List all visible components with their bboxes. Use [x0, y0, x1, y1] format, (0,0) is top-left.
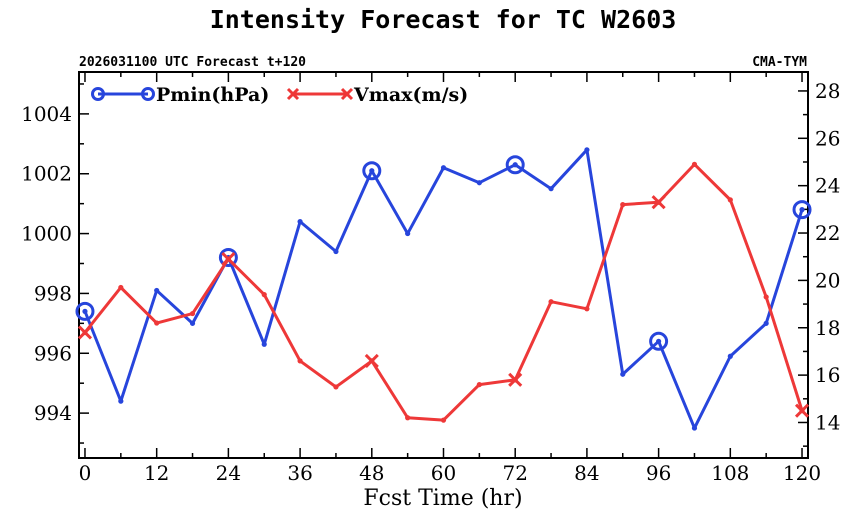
- y-left-tick-label: 994: [34, 401, 72, 425]
- pmin-data-point: [763, 320, 769, 326]
- y-left-tick-label: 1002: [21, 162, 72, 186]
- y-right-tick-label: 22: [815, 221, 840, 245]
- pmin-data-point: [405, 230, 411, 237]
- vmax-data-point: [584, 306, 590, 312]
- plot-area: 0 12 24 36 48 60 72 84 96 108 120 994 996 998 1000 1002…: [21, 71, 840, 485]
- y-left-tick-label: 1000: [21, 222, 72, 246]
- y-left-tick-label: 996: [34, 341, 72, 365]
- y-right-tick-label: 14: [815, 410, 840, 434]
- pmin-data-point: [691, 425, 698, 431]
- x-tick-label: 0: [79, 461, 92, 485]
- pmin-data-point: [476, 180, 482, 186]
- pmin-data-point: [656, 338, 662, 344]
- vmax-x-marker: [651, 195, 666, 210]
- pmin-circle-marker: [649, 331, 669, 351]
- vmax-data-point: [691, 161, 698, 167]
- vmax-data-point: [405, 415, 411, 421]
- x-tick-label: 12: [144, 461, 169, 485]
- pmin-circle-marker: [218, 248, 238, 268]
- legend-pmin-circle-icon: [91, 87, 105, 101]
- vmax-data-point: [189, 310, 196, 317]
- pmin-series-line: [83, 148, 804, 430]
- y-left-tick-label: 998: [34, 281, 72, 305]
- vmax-data-point: [261, 292, 267, 298]
- x-tick-label: 72: [502, 461, 527, 485]
- x-tick-label: 96: [646, 461, 671, 485]
- pmin-data-point: [333, 248, 339, 255]
- vmax-data-point: [476, 381, 482, 388]
- pmin-circle-marker: [792, 200, 812, 220]
- pmin-data-point: [620, 371, 626, 377]
- vmax-x-marker: [77, 325, 93, 340]
- pmin-data-point: [118, 398, 124, 404]
- x-tick-label: 108: [711, 461, 749, 485]
- chart-title: Intensity Forecast for TC W2603: [210, 5, 677, 34]
- vmax-x-marker: [221, 252, 236, 267]
- pmin-data-point: [727, 353, 733, 359]
- pmin-data-point: [189, 320, 196, 326]
- vmax-data-point: [620, 202, 626, 208]
- vmax-data-point: [333, 384, 339, 390]
- pmin-data-point: [584, 147, 590, 153]
- pmin-data-point: [154, 287, 160, 294]
- x-tick-label: 24: [216, 461, 241, 485]
- pmin-circle-marker: [362, 161, 382, 181]
- y-right-tick-label: 28: [815, 79, 840, 103]
- legend-vmax-x-icon: [286, 87, 300, 101]
- pmin-data-point: [512, 162, 518, 168]
- x-tick-label: 36: [287, 461, 312, 485]
- pmin-data-point: [82, 308, 88, 314]
- legend-pmin-circle-icon: [141, 87, 155, 101]
- vmax-data-point: [154, 320, 160, 326]
- plot-frame: [78, 71, 809, 459]
- model-name-label: CMA-TYM: [752, 55, 807, 70]
- pmin-data-point: [799, 207, 805, 213]
- vmax-x-marker: [364, 353, 379, 368]
- legend-vmax-label: Vmax(m/s): [353, 84, 468, 106]
- x-tick-label: 120: [783, 461, 821, 485]
- vmax-data-point: [763, 294, 769, 300]
- x-tick-label: 48: [359, 461, 384, 485]
- y-right-tick-label: 20: [815, 268, 840, 292]
- legend-pmin-label: Pmin(hPa): [156, 84, 269, 106]
- y-right-tick-label: 24: [815, 174, 840, 198]
- y-right-tick-label: 26: [815, 126, 840, 150]
- pmin-data-point: [548, 186, 554, 192]
- pmin-data-point: [369, 168, 375, 174]
- x-tick-label: 84: [574, 461, 599, 485]
- pmin-data-point: [261, 341, 267, 347]
- legend-vmax-x-icon: [340, 87, 354, 101]
- pmin-circle-marker: [75, 301, 95, 321]
- pmin-circle-marker: [505, 155, 525, 175]
- x-tick-label: 60: [431, 461, 456, 485]
- vmax-series-line: [83, 162, 804, 422]
- vmax-data-point: [297, 358, 303, 364]
- vmax-data-point: [727, 197, 733, 203]
- vmax-data-point: [118, 284, 124, 291]
- vmax-x-marker: [794, 403, 810, 418]
- x-axis-title: Fcst Time (hr): [363, 486, 522, 511]
- vmax-data-point: [548, 299, 554, 305]
- vmax-data-point: [440, 417, 447, 423]
- forecast-init-label: 2026031100 UTC Forecast t+120: [79, 55, 306, 70]
- y-left-tick-label: 1004: [21, 102, 72, 126]
- y-right-tick-label: 18: [815, 316, 840, 340]
- y-right-tick-label: 16: [815, 363, 840, 387]
- pmin-data-point: [297, 219, 303, 225]
- vmax-x-marker: [508, 372, 523, 387]
- pmin-data-point: [440, 165, 447, 171]
